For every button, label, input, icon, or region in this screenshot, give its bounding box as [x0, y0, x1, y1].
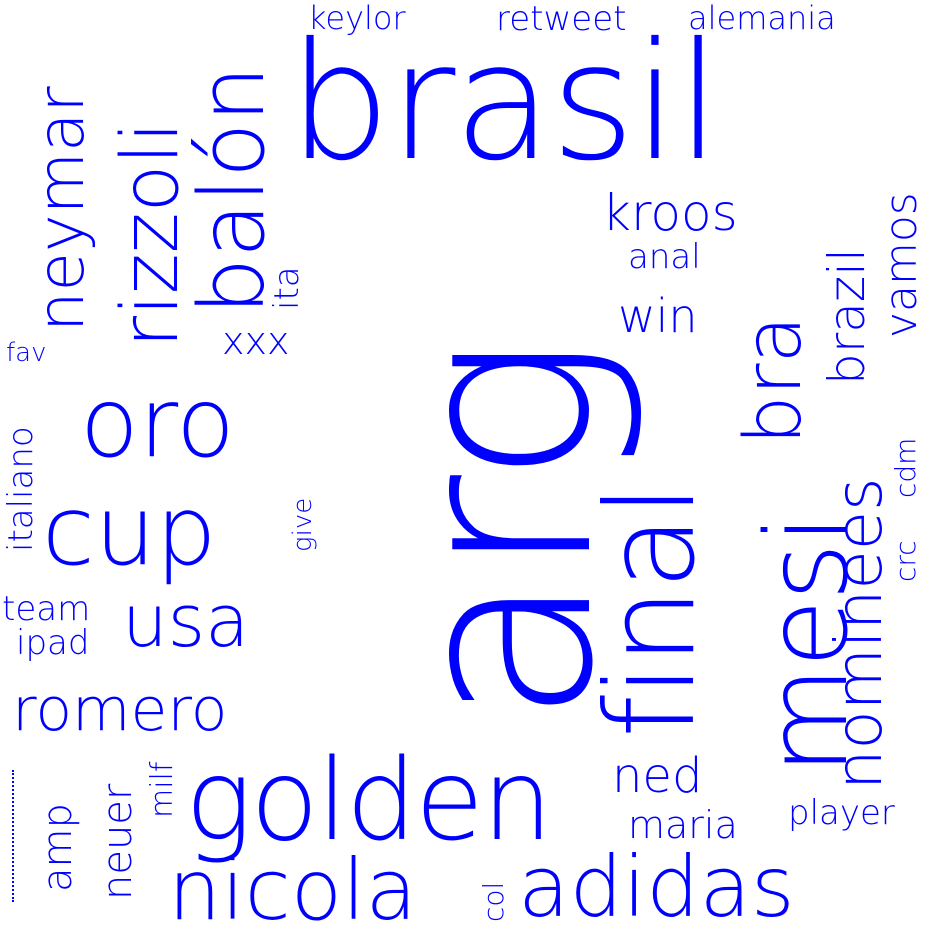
word-give: give: [288, 497, 318, 552]
word-cup: cup: [42, 475, 217, 587]
word-kroos: kroos: [602, 184, 738, 242]
word-adidas: adidas: [518, 838, 795, 936]
word-xxx: xxx: [222, 319, 290, 363]
word-final: final: [580, 485, 722, 738]
word-balon: balón: [180, 65, 285, 315]
word-fav: fav: [6, 338, 47, 368]
word-oro: oro: [80, 367, 235, 479]
word-nominees: nominees: [823, 477, 897, 791]
word-alemania: alemania: [688, 0, 836, 37]
word-vamos: vamos: [876, 192, 927, 338]
word-keylor: keylor: [308, 0, 406, 37]
word-romero: romero: [12, 675, 228, 745]
word-milf: milf: [145, 761, 180, 818]
dotted-mark: [12, 770, 16, 902]
word-col: col: [477, 881, 510, 922]
word-player: player: [788, 793, 895, 833]
word-win: win: [618, 289, 698, 343]
word-ipad: ipad: [16, 623, 90, 663]
word-crc: crc: [889, 540, 922, 582]
word-bra: bra: [729, 315, 819, 445]
word-italiano: italiano: [1, 426, 41, 552]
word-amp: amp: [35, 803, 81, 892]
word-retweet: retweet: [496, 0, 627, 39]
word-cdm: cdm: [889, 437, 922, 498]
word-maria: maria: [628, 803, 738, 847]
word-brazil: brazil: [818, 248, 876, 385]
word-team: team: [2, 589, 91, 629]
word-neymar: neymar: [25, 86, 99, 332]
word-golden: golden: [185, 736, 553, 866]
word-neuer: neuer: [95, 783, 141, 900]
word-usa: usa: [122, 579, 250, 663]
word-anal: anal: [628, 237, 701, 277]
word-rizzoli: rizzoli: [106, 121, 196, 348]
word-brasil: brasil: [288, 9, 721, 197]
word-nicola: nicola: [168, 841, 417, 939]
word-ita: ita: [267, 266, 307, 310]
word-ned: ned: [612, 748, 703, 804]
